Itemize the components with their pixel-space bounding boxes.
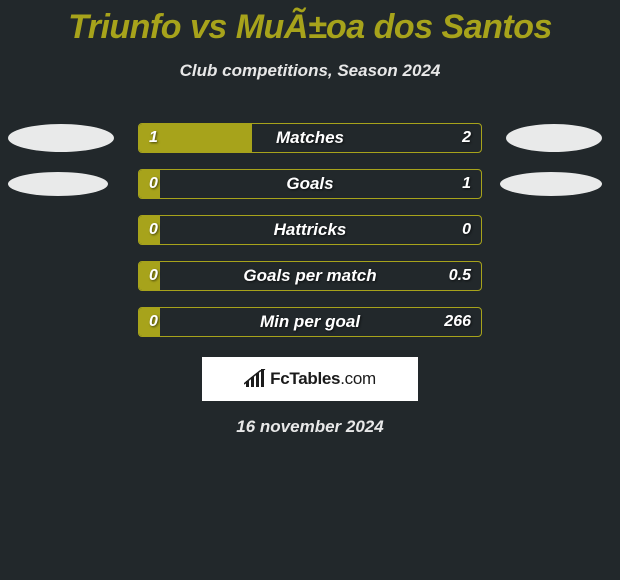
- stat-bar: 0 0 Hattricks: [138, 215, 482, 245]
- stat-left-value: 0: [149, 175, 158, 193]
- stat-left-value: 0: [149, 221, 158, 239]
- page-subtitle: Club competitions, Season 2024: [0, 61, 620, 81]
- stat-label: Hattricks: [274, 220, 347, 240]
- stat-left-value: 1: [149, 129, 158, 147]
- stat-bar: 0 266 Min per goal: [138, 307, 482, 337]
- stat-label: Min per goal: [260, 312, 360, 332]
- stat-right-value: 1: [462, 175, 471, 193]
- stats-row: 0 0.5 Goals per match: [0, 261, 620, 291]
- stat-label: Goals: [286, 174, 333, 194]
- team-right-icon: [500, 172, 602, 196]
- stats-row: 0 1 Goals: [0, 169, 620, 199]
- stats-row: 1 2 Matches: [0, 123, 620, 153]
- team-left-icon: [8, 124, 114, 152]
- stat-label: Goals per match: [243, 266, 376, 286]
- stat-right-value: 266: [444, 313, 471, 331]
- team-left-icon: [8, 172, 108, 196]
- stats-row: 0 0 Hattricks: [0, 215, 620, 245]
- stat-right-value: 0: [462, 221, 471, 239]
- stats-row: 0 266 Min per goal: [0, 307, 620, 337]
- stat-label: Matches: [276, 128, 344, 148]
- stat-right-value: 2: [462, 129, 471, 147]
- team-right-icon: [506, 124, 602, 152]
- stat-bar: 0 0.5 Goals per match: [138, 261, 482, 291]
- stats-rows: 1 2 Matches 0 1 Goals 0 0 Hattricks 0 0.5 Goals per…: [0, 123, 620, 337]
- logo-chart-icon: [244, 369, 266, 389]
- logo-text-bold: FcTables: [270, 369, 340, 388]
- stat-right-value: 0.5: [449, 267, 471, 285]
- stat-left-value: 0: [149, 267, 158, 285]
- stat-bar: 1 2 Matches: [138, 123, 482, 153]
- page-title: Triunfo vs MuÃ±oa dos Santos: [0, 0, 620, 47]
- page-date: 16 november 2024: [0, 417, 620, 437]
- logo-text-light: .com: [340, 369, 376, 388]
- logo-box: FcTables.com: [202, 357, 418, 401]
- stat-bar: 0 1 Goals: [138, 169, 482, 199]
- logo-text: FcTables.com: [270, 369, 376, 389]
- stat-left-value: 0: [149, 313, 158, 331]
